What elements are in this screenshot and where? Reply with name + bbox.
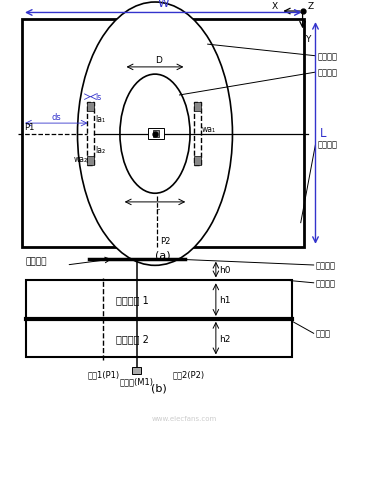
Bar (87, 157, 94, 166)
Text: W: W (158, 0, 169, 10)
Text: 介质基片 2: 介质基片 2 (116, 334, 149, 343)
Ellipse shape (77, 3, 232, 266)
Text: 同轴线(M1): 同轴线(M1) (120, 377, 154, 386)
Text: ds: ds (51, 113, 61, 122)
Text: 介质基片: 介质基片 (317, 141, 337, 149)
Bar (87, 103, 94, 112)
Text: h2: h2 (220, 334, 231, 343)
Ellipse shape (120, 75, 190, 194)
Text: h0: h0 (220, 265, 231, 275)
Text: (b): (b) (151, 382, 166, 392)
Text: (a): (a) (155, 250, 171, 260)
Text: Z: Z (308, 1, 314, 11)
Bar (148, 129, 164, 140)
Text: 加载圆盘: 加载圆盘 (315, 261, 335, 270)
Text: L: L (320, 127, 327, 140)
Bar (194, 103, 201, 166)
Text: 圆形贴片: 圆形贴片 (315, 279, 335, 288)
Bar (87, 103, 94, 166)
Bar (132, 368, 141, 374)
Text: la₂: la₂ (95, 145, 105, 155)
Bar (22, 20, 304, 247)
Bar (194, 103, 201, 112)
Text: ls: ls (95, 93, 101, 101)
Bar (194, 157, 201, 166)
Text: Y: Y (306, 35, 311, 44)
Bar (26, 281, 292, 358)
Text: h1: h1 (220, 296, 231, 304)
Text: 接地面: 接地面 (315, 329, 331, 338)
Text: P1: P1 (24, 122, 34, 132)
Text: www.elecfans.com: www.elecfans.com (152, 415, 217, 421)
Bar (153, 131, 159, 138)
Text: 并联电感: 并联电感 (26, 257, 47, 266)
Text: 馈线2(P2): 馈线2(P2) (172, 370, 204, 379)
Text: X: X (272, 1, 278, 11)
Text: la₁: la₁ (95, 114, 105, 123)
Text: 圆形贴片: 圆形贴片 (317, 52, 337, 61)
Text: r: r (155, 206, 159, 216)
Text: 介质基片 1: 介质基片 1 (117, 295, 149, 305)
Text: D: D (155, 55, 162, 64)
Text: wa₂: wa₂ (74, 154, 88, 163)
Text: wa₁: wa₁ (202, 125, 216, 134)
Text: P2: P2 (160, 236, 170, 245)
Text: 馈线1(P1): 馈线1(P1) (87, 370, 120, 379)
Text: 加载圆盘: 加载圆盘 (317, 69, 337, 77)
